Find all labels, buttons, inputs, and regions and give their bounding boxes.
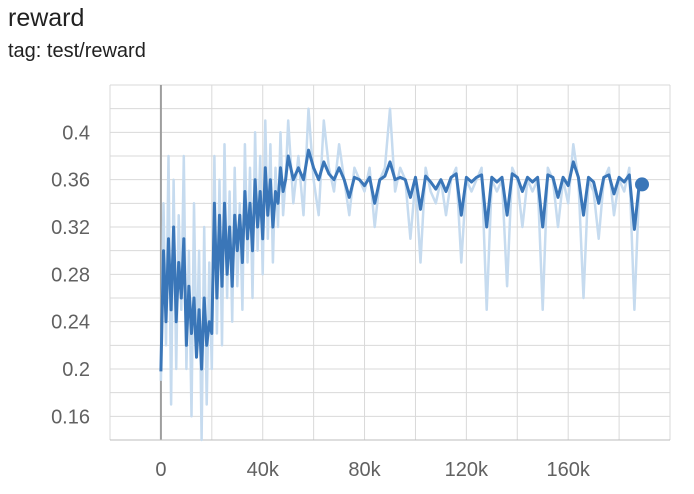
- axes: [110, 85, 670, 441]
- x-tick-label: 0: [155, 459, 166, 481]
- last-point-marker: [635, 177, 649, 192]
- y-tick-label: 0.2: [62, 359, 90, 381]
- y-tick-label: 0.4: [62, 122, 90, 144]
- tick-labels: 0 40k 80k 120k 160k 0.16 0.2 0.24 0.28 0.32 0.36 0.…: [51, 122, 591, 481]
- y-tick-label: 0.36: [51, 170, 90, 192]
- raw-reward-line: [159, 107, 642, 442]
- x-tick-label: 160k: [546, 459, 590, 481]
- y-tick-label: 0.24: [51, 312, 90, 334]
- raw-series: [159, 107, 642, 442]
- y-tick-label: 0.32: [51, 217, 90, 239]
- x-tick-label: 120k: [445, 459, 489, 481]
- y-tick-label: 0.28: [51, 264, 90, 286]
- smoothed-series: [159, 148, 649, 372]
- smoothed-reward-line: [159, 148, 644, 372]
- chart-title: reward: [8, 4, 85, 32]
- y-tick-label: 0.16: [51, 406, 90, 428]
- x-tick-label: 40k: [247, 459, 280, 481]
- x-tick-label: 80k: [348, 459, 381, 481]
- chart-tag: tag: test/reward: [8, 40, 146, 62]
